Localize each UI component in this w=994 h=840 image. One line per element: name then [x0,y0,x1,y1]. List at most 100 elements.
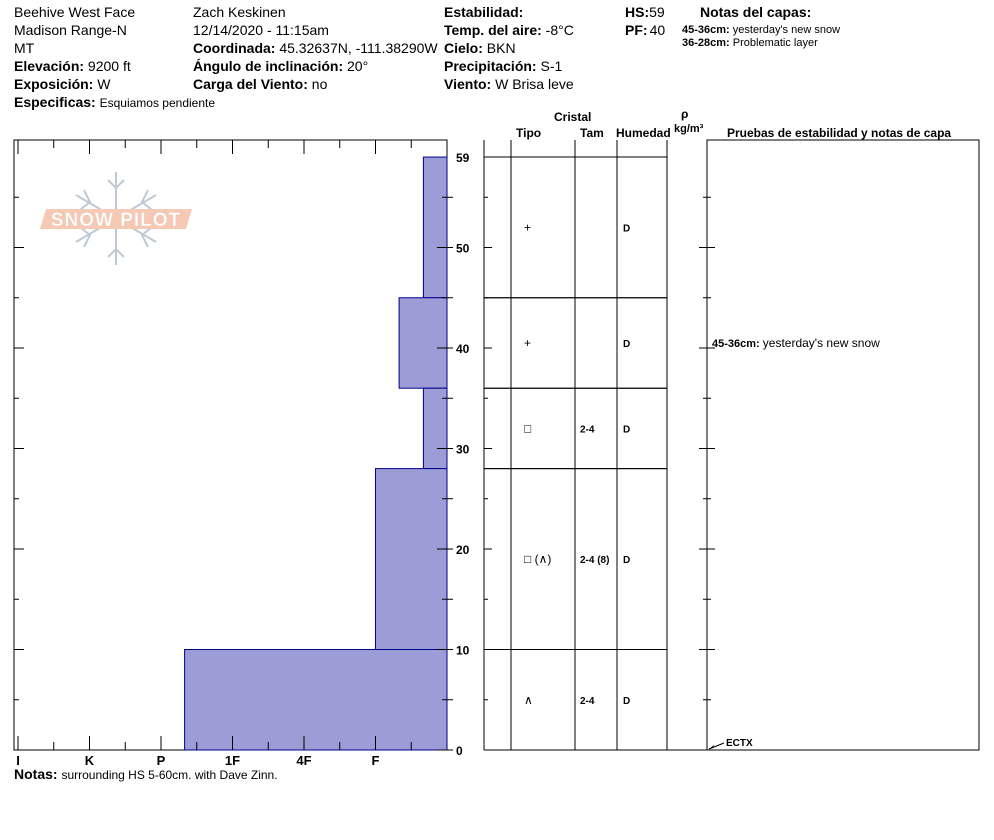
grain-type: □ (∧) [524,552,551,566]
layer-notes-title: Notas del capas: [700,4,812,20]
penetration-foot: PF: 40 [625,21,665,39]
hardness-tick-label: I [16,753,20,768]
cristal-header: Cristal [554,110,592,124]
layer-note-range: 36-28cm: [682,37,730,49]
coordinates-value: 45.32637N, -111.38290W [279,40,438,56]
hardness-tick-label: P [157,753,166,768]
air-temp-value: -8°C [545,22,574,38]
logo-banner [40,209,192,229]
precipitation-value: S-1 [540,58,563,74]
layer-comment-range: 45-36cm: [712,338,763,350]
grain-size: 2-4 (8) [580,555,609,566]
grain-size: 2-4 [580,424,595,435]
depth-tick-label: 30 [456,443,470,457]
air-temp-label: Temp. del aire: [444,22,542,38]
pf-value: 40 [649,22,666,38]
sky-label: Cielo: [444,40,483,56]
footer-notes: Notas: surrounding HS 5-60cm. with Dave … [14,766,278,782]
sky-value: BKN [486,40,516,56]
sky: Cielo: BKN [444,39,516,57]
aspect-label: Exposición: [14,76,94,92]
tam-header: Tam [580,126,604,140]
moisture: D [623,696,630,707]
density-unit-header: kg/m³ [674,123,704,135]
layer-note: 36-28cm: Problematic layer [682,37,818,50]
layer-table: + D + D □ 2-4 D □ (∧) 2-4 (8) D ∧ 2-4 D [483,140,715,751]
layer-note: 45-36cm: yesterday's new snow [682,24,840,37]
stability-test-label: ECTX [726,738,753,749]
tipo-header: Tipo [516,126,542,140]
grain-type: ∧ [524,693,533,707]
specifics: Especificas: Esquiamos pendiente [14,93,215,111]
coordinates: Coordinada: 45.32637N, -111.38290W [193,39,438,57]
depth-tick-label: 0 [456,744,463,758]
hardness-axis: I K P 1F 4F F [16,140,412,768]
slope-angle: Ángulo de inclinación: 20° [193,57,368,75]
grain-type: + [524,336,531,350]
grain-size: 2-4 [580,696,595,707]
elevation-label: Elevación: [14,58,85,74]
range-name: Madison Range-N [14,22,127,38]
hardness-bar [422,387,448,470]
snow-height: HS:59 [625,3,665,21]
snow-profile-chart: SNOW PILOT I K P 1F 4F F 0 10 20 30 40 50 59 + D + D □ 2… [13,139,980,768]
hardness-tick-label: K [85,753,95,768]
stability-notes: 45-36cm: yesterday's new snow ECTX [708,336,880,750]
slope-angle-value: 20° [347,58,369,74]
wind-load-label: Carga del Viento: [193,76,308,92]
wind-load-value: no [311,76,328,92]
specifics-label: Especificas: [14,94,96,110]
hardness-bar [422,156,448,299]
depth-tick-label: 10 [456,644,470,658]
footer-notes-value: surrounding HS 5-60cm. with Dave Zinn. [61,768,278,782]
density-rho-header: ρ [681,107,689,121]
depth-tick-label: 40 [456,342,470,356]
precipitation-label: Precipitación: [444,58,537,74]
moisture: D [623,555,630,566]
layer-note-text: yesterday's new snow [732,24,841,36]
layer-note-text: Problematic layer [732,37,818,49]
grain-type: □ [524,421,531,435]
elevation: Elevación: 9200 ft [14,57,131,75]
pf-label: PF: [625,22,648,38]
elevation-value: 9200 ft [87,58,131,74]
air-temp: Temp. del aire: -8°C [444,21,574,39]
slope-angle-label: Ángulo de inclinación: [193,58,344,74]
test-arrowhead [709,745,714,749]
logo-text: SNOW PILOT [51,210,181,231]
location-name: Beehive West Face [14,4,136,20]
depth-axis: 0 10 20 30 40 50 59 [14,151,667,758]
moisture: D [623,223,630,234]
aspect: Exposición: W [14,75,110,93]
hardness-bar [184,649,448,751]
moisture: D [623,339,630,350]
depth-tick-label: 50 [456,242,470,256]
depth-tick-label: 59 [456,151,470,165]
stability-notes-frame [706,139,980,751]
grain-type: + [524,220,531,234]
wind: Viento: W Brisa leve [444,75,574,93]
coordinates-label: Coordinada: [193,40,276,56]
hardness-bar [375,468,448,650]
wind-label: Viento: [444,76,492,92]
moisture: D [623,424,630,435]
wind-load: Carga del Viento: no [193,75,327,93]
hardness-tick-label: 1F [225,753,240,768]
hardness-tick-label: 4F [296,753,311,768]
state-name: MT [14,40,35,56]
wind-value: W Brisa leve [495,76,574,92]
observer-name: Zach Keskinen [193,4,286,20]
stability: Estabilidad: [444,3,523,21]
observation-datetime: 12/14/2020 - 11:15am [193,22,329,38]
specifics-value: Esquiamos pendiente [99,96,216,110]
precipitation: Precipitación: S-1 [444,57,562,75]
hs-value: 59 [649,4,665,20]
depth-tick-label: 20 [456,543,470,557]
hardness-bars [184,156,448,751]
footer-notes-label: Notas: [14,766,58,782]
aspect-value: W [97,76,111,92]
stability-tests-header: Pruebas de estabilidad y notas de capa [727,126,952,140]
layer-note-range: 45-36cm: [682,24,730,36]
layer-comment-text: yesterday's new snow [763,336,880,350]
layer-comment: 45-36cm: yesterday's new snow [712,336,880,350]
